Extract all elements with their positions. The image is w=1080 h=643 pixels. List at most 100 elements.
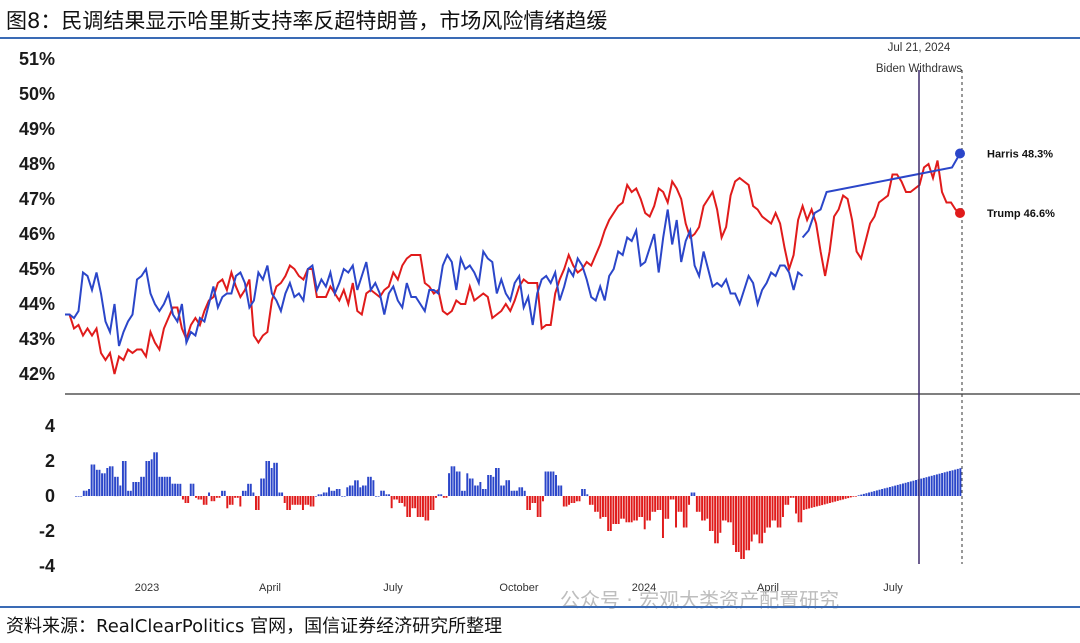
spread-bar bbox=[202, 496, 205, 505]
spread-bar bbox=[304, 496, 307, 505]
spread-bar bbox=[763, 496, 766, 533]
spread-bar bbox=[515, 490, 518, 496]
spread-bar bbox=[121, 461, 124, 496]
spread-bar bbox=[672, 496, 675, 500]
spread-bar bbox=[659, 496, 662, 510]
spread-bar bbox=[315, 496, 317, 497]
spread-bar bbox=[883, 488, 886, 496]
spread-bar bbox=[557, 485, 560, 496]
spread-bar bbox=[140, 476, 143, 497]
withdraw-annotation: Jul 21, 2024 Biden Withdraws bbox=[876, 42, 963, 564]
spread-bar bbox=[119, 485, 122, 496]
spread-bar bbox=[630, 496, 633, 523]
spread-bar bbox=[93, 464, 96, 496]
spread-bar bbox=[635, 496, 638, 521]
y-tick-label: 46% bbox=[19, 224, 55, 244]
spread-bar bbox=[335, 489, 338, 496]
spread-bar bbox=[902, 483, 904, 496]
spread-bar bbox=[174, 483, 177, 496]
watermark: 公众号 · 宏观大类资产配置研究 bbox=[560, 588, 840, 612]
spread-bar bbox=[291, 496, 294, 505]
spread-bar bbox=[544, 471, 547, 496]
spread-bar bbox=[724, 496, 727, 521]
spread-bar bbox=[466, 473, 469, 496]
spread-bar bbox=[213, 496, 216, 502]
spread-bar bbox=[810, 496, 813, 508]
spread-bar bbox=[262, 478, 265, 496]
spread-bar bbox=[740, 496, 743, 559]
spread-bar bbox=[338, 489, 341, 496]
spread-bar bbox=[862, 493, 865, 496]
poll-lines bbox=[65, 153, 961, 375]
spread-bar bbox=[385, 494, 388, 496]
spread-bar bbox=[414, 496, 417, 509]
spread-bar bbox=[938, 473, 941, 496]
spread-bar bbox=[268, 461, 271, 496]
spread-bar bbox=[703, 496, 706, 521]
spread-bar bbox=[661, 496, 664, 538]
spread-bar bbox=[521, 487, 524, 497]
spread-bar bbox=[698, 496, 701, 512]
spread-bar bbox=[528, 496, 531, 510]
spread-bar bbox=[594, 496, 597, 512]
spread-bar bbox=[252, 492, 255, 496]
spread-bar bbox=[411, 496, 414, 509]
trump-end-dot bbox=[955, 208, 965, 218]
spread-bar bbox=[369, 476, 372, 496]
end-labels: Harris 48.3% Trump 46.6% bbox=[955, 148, 1055, 220]
spread-bar bbox=[664, 496, 667, 519]
y-tick-label: 0 bbox=[45, 486, 55, 506]
spread-bar bbox=[721, 496, 724, 521]
spread-bar bbox=[442, 496, 445, 498]
spread-bar bbox=[361, 485, 364, 496]
spread-bar bbox=[223, 490, 226, 496]
spread-bar bbox=[651, 496, 654, 512]
spread-bar bbox=[669, 496, 672, 500]
spread-bar bbox=[909, 481, 912, 496]
spread-bar bbox=[461, 490, 464, 496]
spread-bar bbox=[943, 472, 946, 496]
spread-bar bbox=[648, 496, 651, 521]
spread-bar bbox=[476, 485, 479, 496]
spread-bar bbox=[497, 468, 500, 496]
y-tick-label: 4 bbox=[45, 416, 55, 436]
spread-bar bbox=[547, 471, 550, 496]
spread-bar bbox=[907, 482, 910, 496]
spread-bar bbox=[390, 496, 393, 509]
spread-bar bbox=[288, 496, 291, 510]
spread-bar bbox=[176, 483, 179, 496]
spread-bar bbox=[299, 496, 302, 505]
spread-bar bbox=[685, 496, 688, 528]
spread-bar bbox=[560, 485, 563, 496]
source-rule bbox=[0, 606, 1080, 608]
spread-bar bbox=[275, 462, 278, 497]
y-tick-label: 42% bbox=[19, 364, 55, 384]
spread-bar bbox=[435, 496, 437, 498]
spread-bar bbox=[341, 496, 344, 497]
spread-bar bbox=[294, 496, 297, 505]
spread-bar bbox=[620, 496, 623, 519]
spread-bar bbox=[513, 490, 516, 496]
spread-bar bbox=[849, 496, 852, 498]
spread-bar bbox=[187, 496, 190, 503]
spread-bar bbox=[320, 494, 323, 497]
spread-bar bbox=[241, 490, 244, 496]
y-tick-label: 50% bbox=[19, 84, 55, 104]
spread-bar bbox=[132, 482, 135, 496]
spread-bar bbox=[925, 477, 928, 496]
spread-bar bbox=[930, 475, 933, 496]
spread-bar bbox=[82, 490, 85, 496]
spread-bar bbox=[416, 496, 419, 517]
spread-bar bbox=[821, 496, 824, 506]
spread-bar bbox=[742, 496, 745, 559]
spread-bar bbox=[283, 496, 286, 503]
spread-bar bbox=[536, 496, 539, 517]
spread-bar bbox=[101, 473, 104, 496]
spread-bar bbox=[90, 464, 93, 496]
spread-bar bbox=[403, 496, 406, 507]
spread-bar bbox=[888, 487, 891, 496]
title-rule bbox=[0, 37, 1080, 39]
bottom-y-axis: 4 2 0 -2 -4 bbox=[39, 416, 55, 576]
spread-bar bbox=[748, 496, 751, 551]
spread-bar bbox=[873, 491, 876, 496]
